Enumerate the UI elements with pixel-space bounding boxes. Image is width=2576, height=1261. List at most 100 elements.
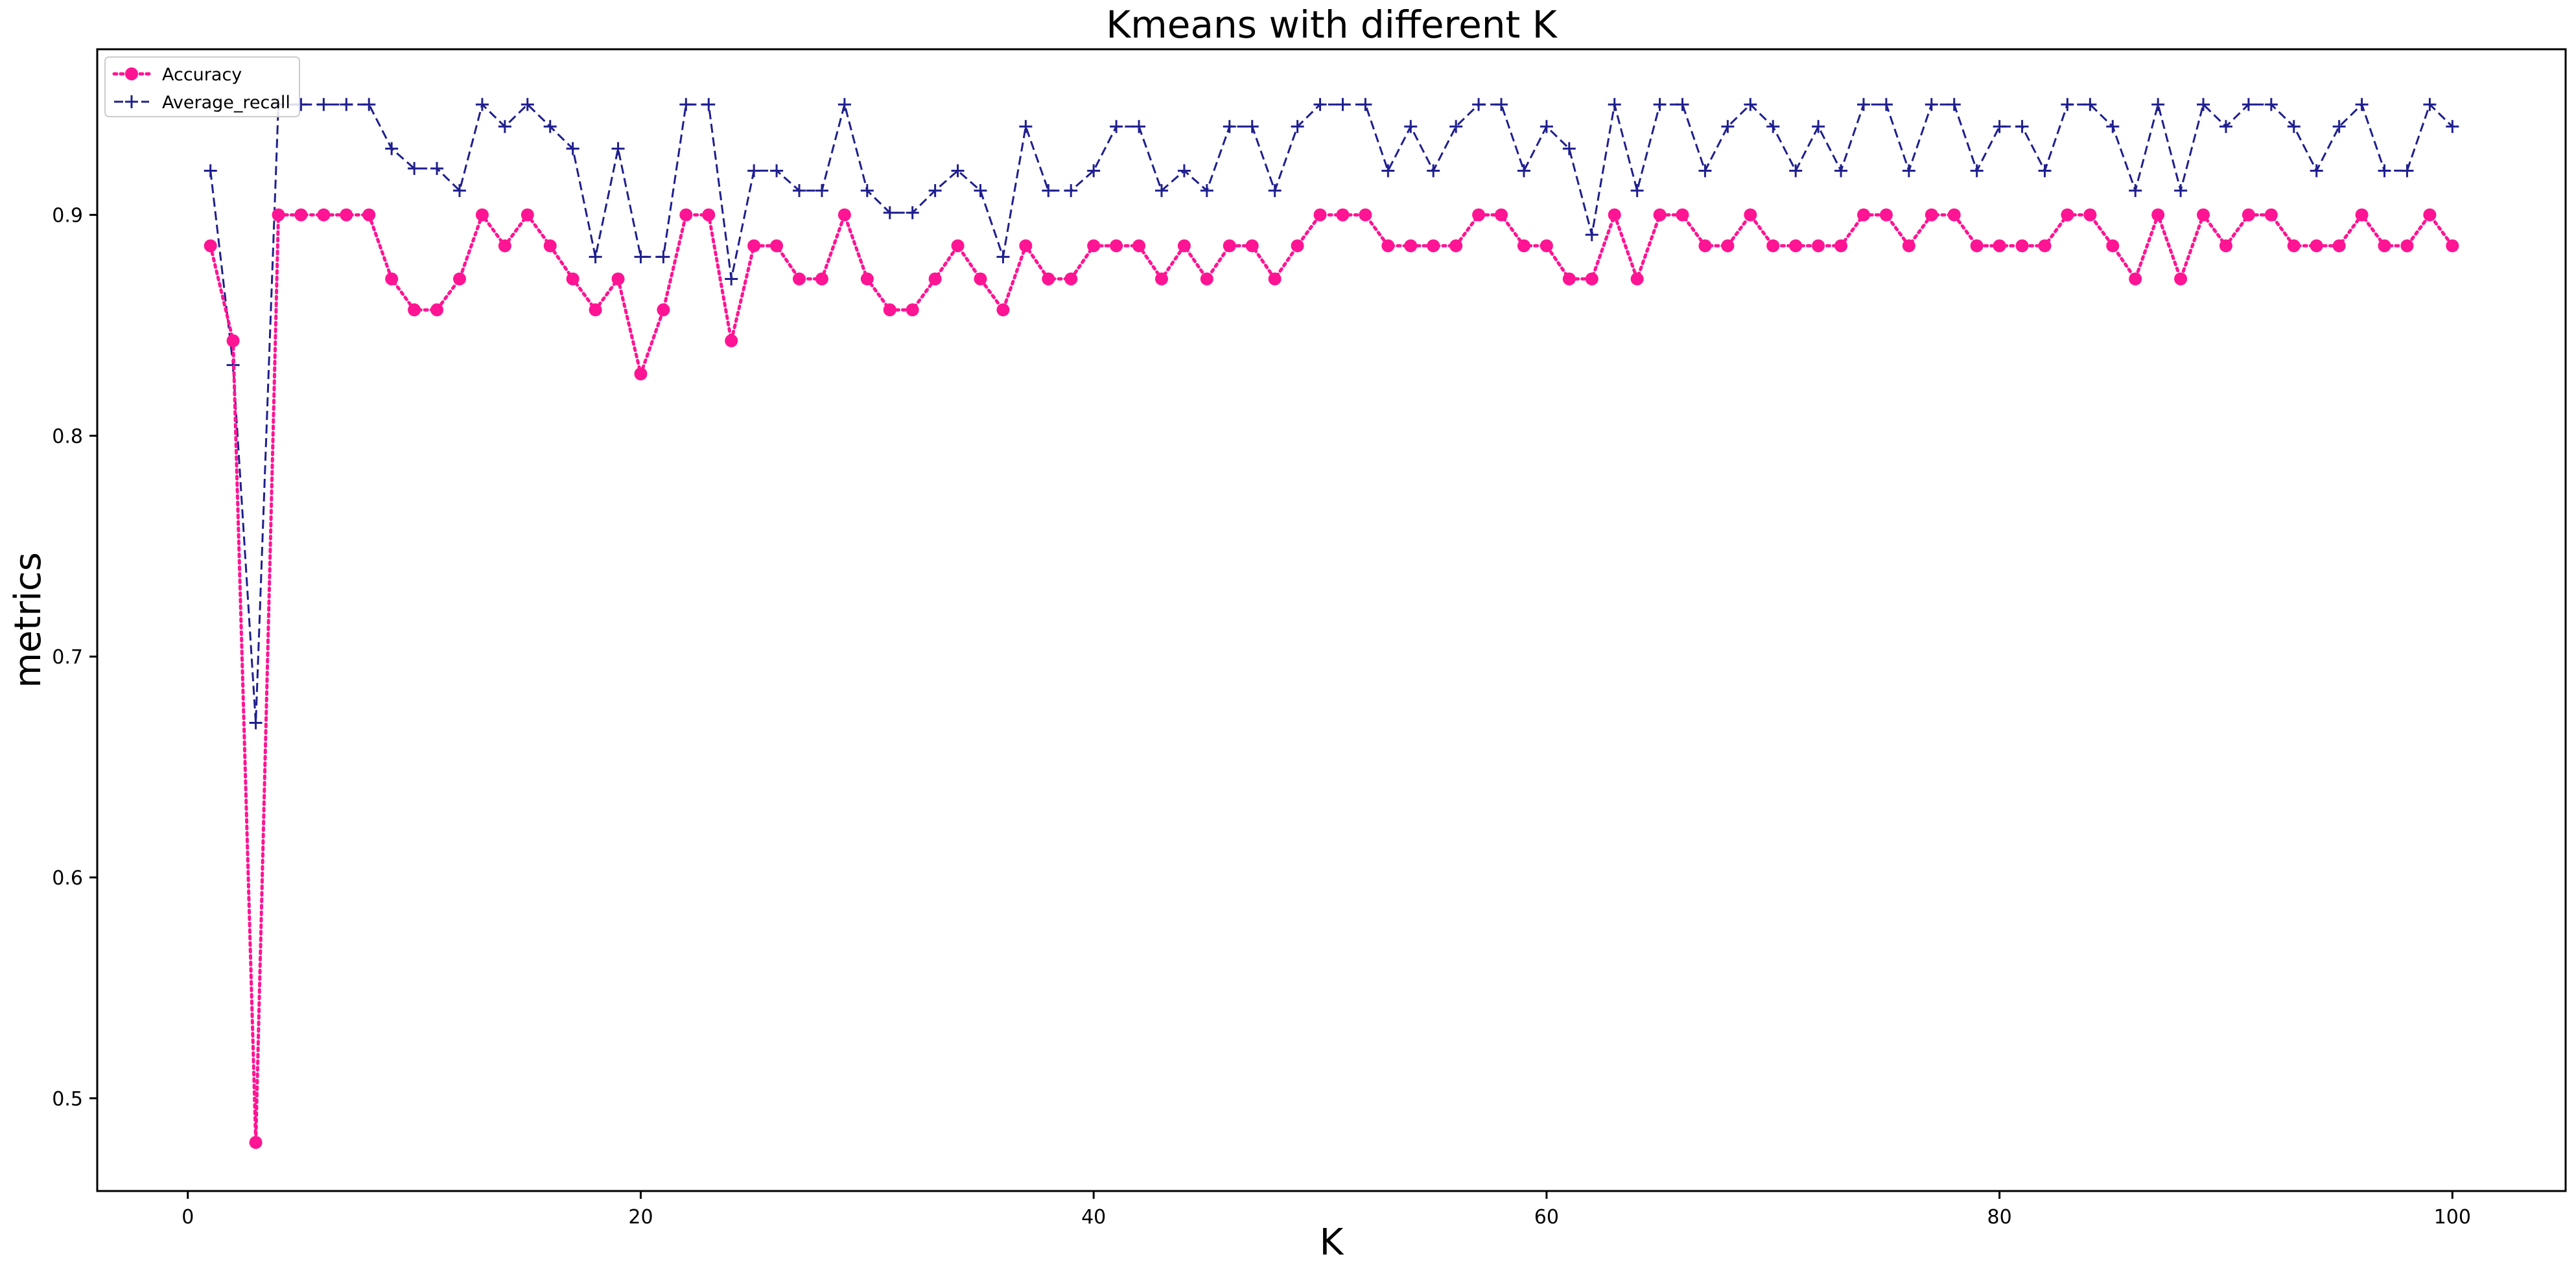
accuracy-point bbox=[1676, 208, 1689, 222]
average-recall-point bbox=[340, 98, 353, 111]
accuracy-point bbox=[566, 272, 580, 286]
average-recall-point bbox=[837, 98, 851, 111]
average-recall-point bbox=[1200, 184, 1213, 198]
average-recall-point bbox=[1359, 98, 1372, 111]
accuracy-point bbox=[2264, 208, 2278, 222]
average-recall-point bbox=[2219, 120, 2232, 133]
accuracy-point bbox=[1902, 239, 1915, 253]
accuracy-point bbox=[2151, 208, 2165, 222]
average-recall-point bbox=[1766, 120, 1780, 133]
accuracy-point bbox=[226, 334, 240, 347]
average-recall-point bbox=[2400, 164, 2414, 178]
accuracy-point bbox=[2400, 239, 2414, 253]
average-recall-point bbox=[2015, 120, 2029, 133]
accuracy-point bbox=[249, 1136, 263, 1150]
accuracy-point bbox=[2355, 208, 2369, 222]
average-recall-point bbox=[1608, 98, 1621, 111]
average-recall-point bbox=[906, 206, 919, 220]
legend-label: Average_recall bbox=[162, 93, 290, 113]
x-axis-label: K bbox=[1320, 1221, 1344, 1261]
x-tick-label: 20 bbox=[628, 1206, 653, 1229]
accuracy-point bbox=[2106, 239, 2120, 253]
accuracy-point bbox=[951, 239, 965, 253]
accuracy-point bbox=[1177, 239, 1191, 253]
average-recall-point bbox=[2061, 98, 2074, 111]
average-recall-point bbox=[1744, 98, 1757, 111]
accuracy-point bbox=[1064, 272, 1078, 286]
accuracy-point bbox=[521, 208, 534, 222]
x-tick-label: 60 bbox=[1534, 1206, 1559, 1229]
accuracy-point bbox=[1381, 239, 1395, 253]
average-recall-point bbox=[1676, 98, 1689, 111]
axes-frame bbox=[96, 48, 2567, 1192]
accuracy-point bbox=[204, 239, 217, 253]
accuracy-point bbox=[1766, 239, 1780, 253]
accuracy-point bbox=[1653, 208, 1667, 222]
average-recall-point bbox=[452, 184, 466, 198]
average-recall-point bbox=[1698, 164, 1712, 178]
average-recall-point bbox=[1019, 120, 1033, 133]
accuracy-point bbox=[2129, 272, 2142, 286]
average-recall-point bbox=[408, 162, 421, 176]
average-recall-point bbox=[1879, 98, 1893, 111]
chart-title: Kmeans with different K bbox=[1106, 3, 1558, 47]
accuracy-point bbox=[1925, 208, 1938, 222]
accuracy-point bbox=[1970, 239, 1984, 253]
average-recall-point bbox=[385, 142, 399, 156]
average-recall-point bbox=[1472, 98, 1486, 111]
average-recall-point bbox=[1925, 98, 1938, 111]
accuracy-point bbox=[657, 303, 670, 317]
average-recall-point bbox=[1856, 98, 1870, 111]
accuracy-point bbox=[2310, 239, 2323, 253]
accuracy-point bbox=[1223, 239, 1236, 253]
accuracy-point bbox=[1404, 239, 1418, 253]
average-recall-point bbox=[543, 120, 557, 133]
average-recall-point bbox=[1721, 120, 1735, 133]
average-recall-point bbox=[770, 164, 784, 178]
average-recall-point bbox=[566, 142, 580, 156]
accuracy-point bbox=[974, 272, 987, 286]
legend: Accuracy Average_recall bbox=[104, 56, 300, 117]
accuracy-point bbox=[1744, 208, 1757, 222]
series-layer bbox=[204, 98, 2459, 1150]
average-recall-point bbox=[1245, 120, 1259, 133]
average-recall-point bbox=[2446, 120, 2459, 133]
average-recall-point bbox=[2423, 98, 2437, 111]
accuracy-point bbox=[2083, 208, 2097, 222]
y-axis-label: metrics bbox=[7, 552, 49, 688]
accuracy-point bbox=[1562, 272, 1576, 286]
average-recall-point bbox=[1834, 164, 1848, 178]
average-recall-point bbox=[996, 250, 1010, 264]
average-recall-point bbox=[928, 184, 942, 198]
accuracy-point bbox=[1268, 272, 1282, 286]
average-recall-point bbox=[1970, 164, 1984, 178]
average-recall-point bbox=[362, 98, 376, 111]
average-recall-point bbox=[521, 98, 534, 111]
average-recall-point bbox=[2151, 98, 2165, 111]
x-tick-label: 40 bbox=[1081, 1206, 1106, 1229]
accuracy-point bbox=[928, 272, 942, 286]
accuracy-point bbox=[1472, 208, 1486, 222]
average-recall-point bbox=[634, 250, 648, 264]
average-recall-point bbox=[1313, 98, 1327, 111]
average-recall-point bbox=[679, 98, 693, 111]
accuracy-point bbox=[1313, 208, 1327, 222]
average-recall-point bbox=[1110, 120, 1123, 133]
accuracy-point bbox=[747, 239, 761, 253]
accuracy-point bbox=[679, 208, 693, 222]
y-axis-ticks: 0.5 0.6 0.7 0.8 0.9 bbox=[52, 205, 97, 1111]
average-recall-point bbox=[1495, 98, 1508, 111]
accuracy-point bbox=[1245, 239, 1259, 253]
average-recall-point bbox=[1562, 142, 1576, 156]
accuracy-point bbox=[2287, 239, 2301, 253]
average-recall-point bbox=[2197, 98, 2210, 111]
accuracy-point bbox=[1200, 272, 1213, 286]
accuracy-point bbox=[906, 303, 919, 317]
legend-marker bbox=[125, 95, 138, 108]
accuracy-point bbox=[1608, 208, 1621, 222]
average-recall-point bbox=[2038, 164, 2052, 178]
x-tick-label: 0 bbox=[181, 1206, 194, 1229]
accuracy-point bbox=[1698, 239, 1712, 253]
accuracy-point bbox=[2038, 239, 2052, 253]
